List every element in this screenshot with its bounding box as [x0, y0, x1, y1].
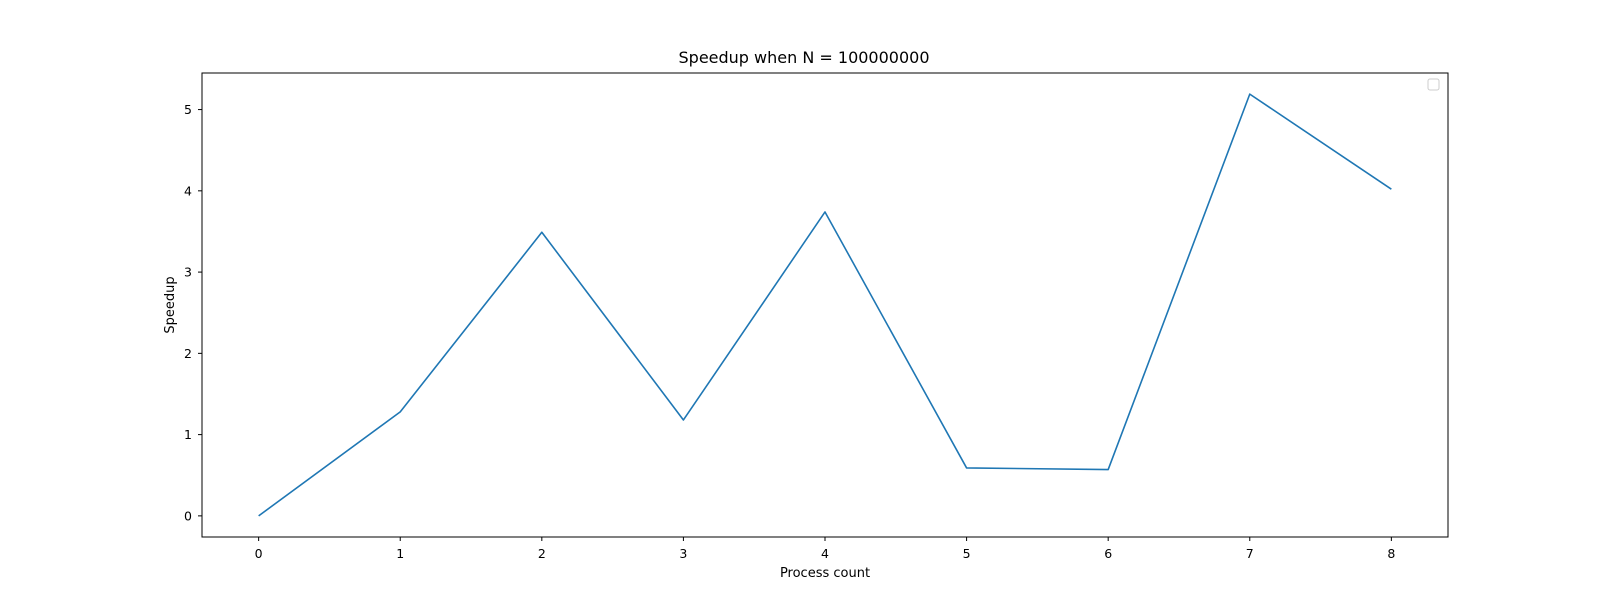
legend-box [1427, 78, 1440, 91]
x-axis-label: Process count [780, 566, 870, 581]
y-tick-label: 5 [184, 102, 192, 117]
x-tick-label: 2 [538, 546, 546, 561]
legend [1427, 78, 1440, 91]
y-axis-ticks: 0 1 2 3 4 5 [184, 102, 202, 523]
y-tick-label: 2 [184, 346, 192, 361]
chart-title: Speedup when N = 100000000 [679, 48, 930, 67]
x-tick-label: 3 [679, 546, 687, 561]
y-tick-label: 0 [184, 508, 192, 523]
x-tick-label: 6 [1104, 546, 1112, 561]
y-tick-label: 1 [184, 427, 192, 442]
y-axis-label: Speedup [163, 276, 178, 333]
x-tick-label: 4 [821, 546, 829, 561]
x-tick-label: 1 [396, 546, 404, 561]
series-layer [258, 93, 1392, 517]
x-tick-label: 0 [255, 546, 263, 561]
series-line-0 [258, 93, 1392, 517]
x-axis-ticks: 0 1 2 3 4 5 6 7 8 [255, 537, 1395, 561]
plot-frame [201, 72, 1449, 538]
y-tick-label: 4 [184, 183, 192, 198]
x-tick-label: 7 [1246, 546, 1254, 561]
y-tick-label: 3 [184, 265, 192, 280]
plot-area: 0 1 2 3 4 5 0 1 2 3 4 5 6 7 8 [184, 72, 1449, 561]
x-tick-label: 8 [1387, 546, 1395, 561]
x-tick-label: 5 [963, 546, 971, 561]
